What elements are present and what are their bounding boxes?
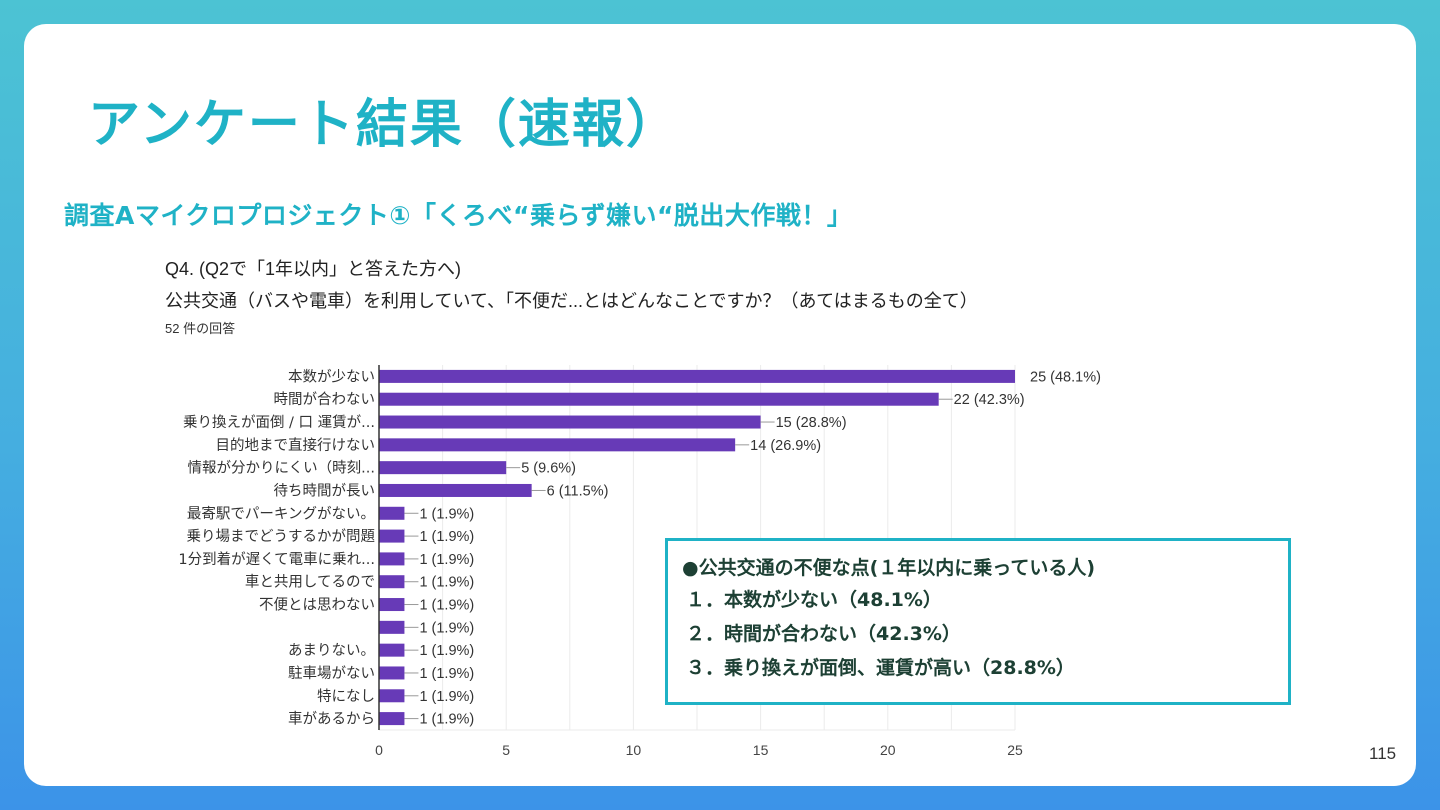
data-label: 1 (1.9%) <box>419 529 474 545</box>
bar <box>379 483 532 497</box>
category-label: 車があるから <box>288 711 375 728</box>
bar <box>379 575 405 589</box>
callout-item: ３．乗り換えが面倒、運賃が高い（28.8%） <box>686 657 1075 679</box>
data-label: 1 (1.9%) <box>419 506 474 522</box>
data-label: 1 (1.9%) <box>419 643 474 659</box>
question-number: Q4. (Q2で「1年以内」と答えた方へ) <box>165 259 462 279</box>
category-label: 不便とは思わない <box>259 597 375 614</box>
bar <box>379 666 405 680</box>
x-tick-label: 10 <box>626 742 642 758</box>
callout-heading: ●公共交通の不便な点(１年以内に乗っている人) <box>682 557 1095 579</box>
data-label: 5 (9.6%) <box>521 461 576 477</box>
x-tick-label: 15 <box>753 742 769 758</box>
bar <box>379 461 507 475</box>
data-label: 6 (11.5%) <box>547 483 609 499</box>
data-label: 14 (26.9%) <box>750 438 821 454</box>
summary-callout: ●公共交通の不便な点(１年以内に乗っている人) １．本数が少ない（48.1%） … <box>665 538 1291 705</box>
data-label: 1 (1.9%) <box>419 666 474 682</box>
data-label: 22 (42.3%) <box>954 392 1025 408</box>
callout-item: １．本数が少ない（48.1%） <box>686 589 942 611</box>
data-label: 15 (28.8%) <box>776 415 847 431</box>
bar <box>379 529 405 543</box>
bar <box>379 506 405 520</box>
bar <box>379 552 405 566</box>
data-label: 1 (1.9%) <box>419 552 474 568</box>
data-label: 1 (1.9%) <box>419 598 474 614</box>
slide-subtitle: 調査Aマイクロプロジェクト①「くろべ“乗らず嫌い“脱出大作戦！」 <box>64 201 853 230</box>
category-label: 特になし <box>317 688 375 705</box>
category-label: 本数が少ない <box>288 368 375 385</box>
category-label: 乗り換えが面倒 / 口 運賃が... <box>183 414 375 431</box>
category-label: 時間が合わない <box>274 391 376 408</box>
data-label: 25 (48.1%) <box>1030 369 1101 385</box>
x-tick-label: 0 <box>375 742 383 758</box>
category-label: 最寄駅でパーキングがない。 <box>187 504 375 522</box>
callout-item: ２．時間が合わない（42.3%） <box>686 623 961 645</box>
bar <box>379 620 405 634</box>
category-label: 待ち時間が長い <box>274 482 376 499</box>
data-label: 1 (1.9%) <box>419 689 474 705</box>
category-label: 目的地まで直接行けない <box>216 437 376 454</box>
data-label: 1 (1.9%) <box>419 712 474 728</box>
category-label: 1分到着が遅くて電車に乗れ... <box>178 551 375 568</box>
category-label: 乗り場までどうするかが問題 <box>187 528 376 545</box>
bar <box>379 712 405 726</box>
x-tick-label: 20 <box>880 742 896 758</box>
category-label: 車と共用してるので <box>245 574 375 591</box>
slide-title: アンケート結果（速報） <box>88 95 680 155</box>
category-label: 駐車場がない <box>288 665 375 682</box>
data-label: 1 (1.9%) <box>419 575 474 591</box>
bar <box>379 598 405 612</box>
response-count: 52 件の回答 <box>165 321 236 336</box>
question-text: 公共交通（バスや電車）を利用していて、「不便だ...とはどんなことですか？（あて… <box>165 291 978 311</box>
category-label: 情報が分かりにくい（時刻... <box>187 460 375 477</box>
data-label: 1 (1.9%) <box>419 620 474 636</box>
category-label: あまりない。 <box>288 642 375 659</box>
bar <box>379 438 736 452</box>
bar <box>379 392 939 406</box>
bar <box>379 369 1015 383</box>
bar <box>379 643 405 657</box>
bar <box>379 415 761 429</box>
x-tick-label: 25 <box>1007 742 1023 758</box>
bar <box>379 689 405 703</box>
x-tick-label: 5 <box>502 742 510 758</box>
page-number: 115 <box>1369 744 1397 763</box>
